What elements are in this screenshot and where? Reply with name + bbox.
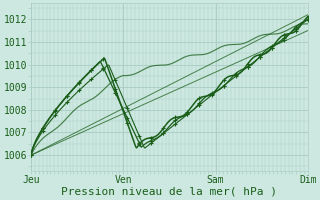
X-axis label: Pression niveau de la mer( hPa ): Pression niveau de la mer( hPa ): [61, 187, 277, 197]
